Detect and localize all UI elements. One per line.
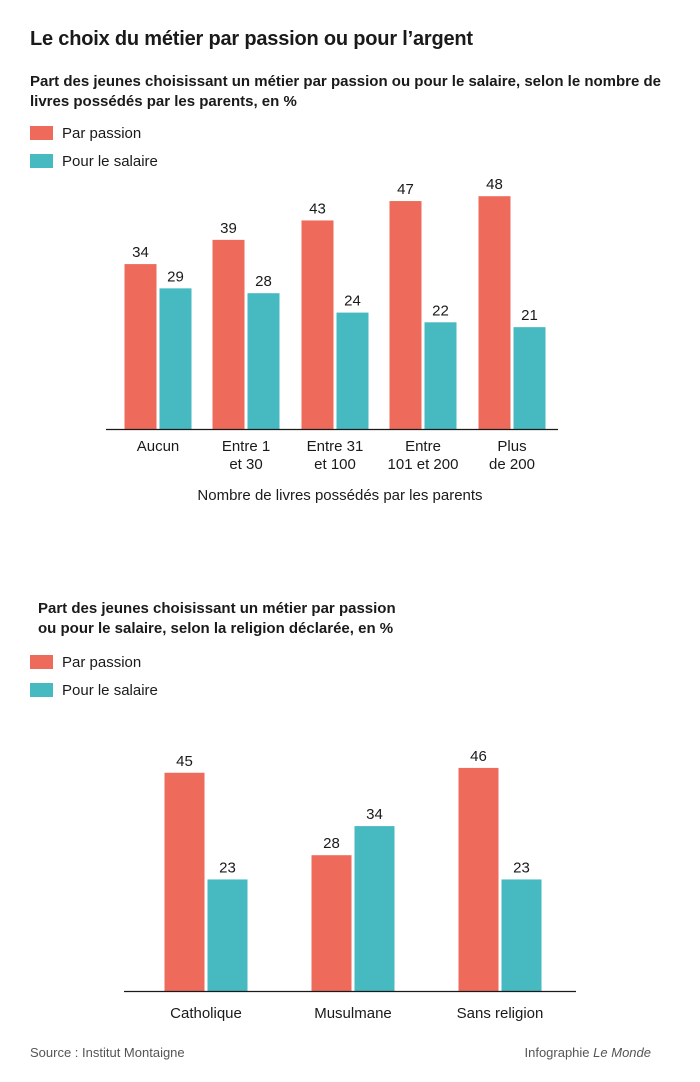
x-tick-label-2-0: Entre 31 bbox=[307, 438, 364, 455]
data-label-passion-0: 45 bbox=[176, 753, 193, 770]
bar-salaire-1 bbox=[354, 826, 395, 991]
chart1-legend: Par passion Pour le salaire bbox=[30, 119, 158, 175]
data-label-salaire-3: 22 bbox=[432, 302, 449, 319]
legend-item-passion: Par passion bbox=[30, 648, 158, 676]
legend-item-salaire: Pour le salaire bbox=[30, 147, 158, 175]
legend-swatch-passion bbox=[30, 655, 53, 669]
bar-passion-1 bbox=[212, 239, 245, 429]
data-label-passion-1: 39 bbox=[220, 220, 237, 237]
bar-salaire-0 bbox=[207, 879, 248, 991]
x-tick-label-0-0: Aucun bbox=[137, 438, 180, 455]
x-tick-label-0-0: Catholique bbox=[170, 1005, 242, 1022]
bar-salaire-4 bbox=[513, 327, 546, 429]
chart2-subtitle-line1: Part des jeunes choisissant un métier pa… bbox=[38, 600, 396, 617]
data-label-passion-2: 46 bbox=[470, 748, 487, 765]
credit-note: Infographie Le Monde bbox=[524, 1045, 651, 1060]
data-label-salaire-4: 21 bbox=[521, 307, 538, 324]
chart2-legend: Par passion Pour le salaire bbox=[30, 648, 158, 704]
legend-swatch-salaire bbox=[30, 154, 53, 168]
legend-item-passion: Par passion bbox=[30, 119, 158, 147]
chart1-books: 34 29 Aucun 39 28 Entre 1et 30 43 24 Entre 31et … bbox=[106, 176, 558, 473]
chart2-subtitle-line2: ou pour le salaire, selon la religion dé… bbox=[38, 620, 394, 637]
data-label-passion-4: 48 bbox=[486, 176, 503, 193]
credit-brand: Le Monde bbox=[593, 1045, 651, 1060]
x-tick-label-3-0: Entre bbox=[405, 438, 441, 455]
x-tick-label-1-0: Entre 1 bbox=[222, 438, 270, 455]
data-label-salaire-0: 29 bbox=[167, 268, 184, 285]
bar-salaire-1 bbox=[247, 293, 280, 429]
x-tick-label-3-1: 101 et 200 bbox=[388, 456, 459, 473]
page-title: Le choix du métier par passion ou pour l… bbox=[30, 28, 473, 50]
bar-salaire-2 bbox=[501, 879, 542, 991]
data-label-salaire-2: 24 bbox=[344, 293, 361, 310]
chart2-subtitle: Part des jeunes choisissant un métier pa… bbox=[38, 599, 398, 639]
data-label-passion-3: 47 bbox=[397, 181, 414, 198]
legend-swatch-passion bbox=[30, 126, 53, 140]
bar-salaire-2 bbox=[336, 312, 369, 429]
data-label-passion-0: 34 bbox=[132, 244, 149, 261]
bar-passion-0 bbox=[124, 264, 157, 429]
x-tick-label-1-1: et 30 bbox=[229, 456, 262, 473]
bar-salaire-0 bbox=[159, 288, 192, 429]
legend-label-salaire: Pour le salaire bbox=[62, 681, 158, 699]
legend-label-passion: Par passion bbox=[62, 653, 142, 671]
x-tick-label-2-1: et 100 bbox=[314, 456, 356, 473]
legend-label-salaire: Pour le salaire bbox=[62, 152, 158, 170]
bar-passion-0 bbox=[164, 772, 205, 991]
data-label-salaire-0: 23 bbox=[219, 859, 236, 876]
bar-passion-4 bbox=[478, 196, 511, 429]
x-tick-label-4-0: Plus bbox=[497, 438, 526, 455]
data-label-salaire-1: 28 bbox=[255, 273, 272, 290]
bar-passion-2 bbox=[458, 767, 499, 991]
data-label-salaire-1: 34 bbox=[366, 806, 383, 823]
chart1-subtitle: Part des jeunes choisissant un métier pa… bbox=[30, 73, 662, 110]
bar-salaire-3 bbox=[424, 322, 457, 429]
legend-swatch-salaire bbox=[30, 683, 53, 697]
bar-passion-3 bbox=[389, 201, 422, 429]
x-tick-label-1-0: Musulmane bbox=[314, 1005, 392, 1022]
bar-passion-2 bbox=[301, 220, 334, 429]
chart1-x-axis-title: Nombre de livres possédés par les parent… bbox=[197, 487, 483, 504]
credit-prefix: Infographie bbox=[524, 1045, 590, 1060]
data-label-passion-2: 43 bbox=[309, 200, 326, 217]
source-note: Source : Institut Montaigne bbox=[30, 1045, 185, 1060]
x-tick-label-4-1: de 200 bbox=[489, 456, 535, 473]
legend-label-passion: Par passion bbox=[62, 124, 142, 142]
data-label-salaire-2: 23 bbox=[513, 859, 530, 876]
bar-passion-1 bbox=[311, 855, 352, 991]
x-tick-label-2-0: Sans religion bbox=[457, 1005, 544, 1022]
chart2-religion: 45 23 Catholique 28 34 Musulmane 46 23 Sans reli… bbox=[124, 748, 576, 1022]
legend-item-salaire: Pour le salaire bbox=[30, 676, 158, 704]
data-label-passion-1: 28 bbox=[323, 835, 340, 852]
